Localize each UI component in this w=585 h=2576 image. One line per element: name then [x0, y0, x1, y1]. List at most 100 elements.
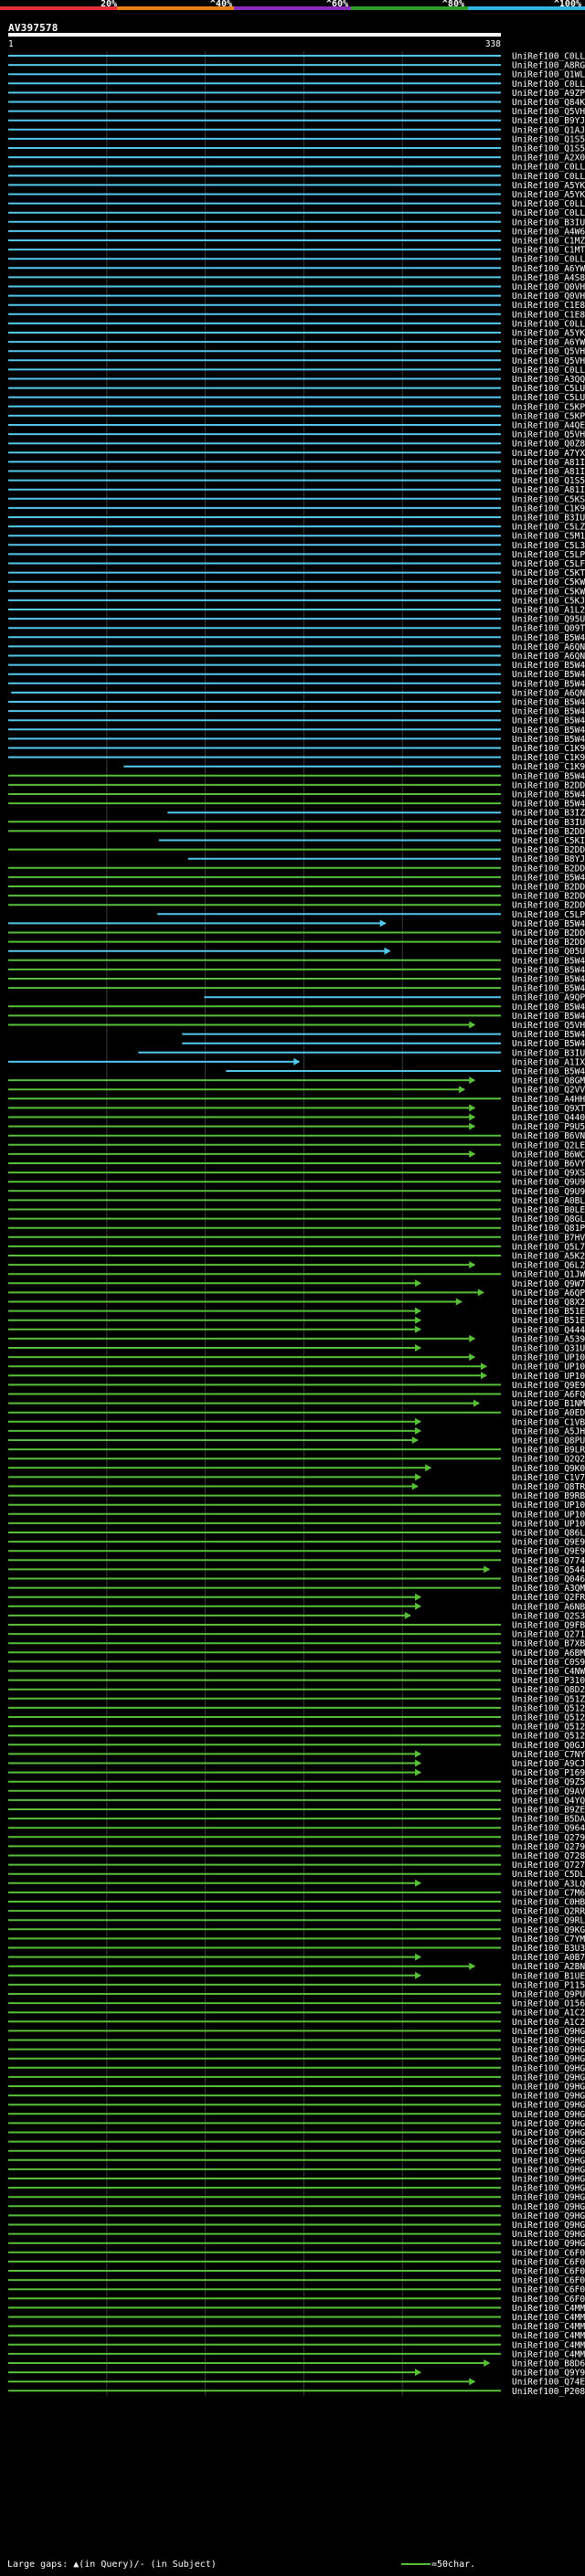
hit-label: UniRef100_A81IV9 [512, 485, 585, 495]
hit-label: UniRef100_B3IUP2 [512, 514, 585, 524]
hit-end-arrow [415, 1879, 422, 1887]
hit-label: UniRef100_Q51251 [512, 1713, 585, 1723]
hit-label: UniRef100_B1NMX0 [512, 1399, 585, 1409]
hit-end-arrow [459, 1086, 466, 1094]
hit-label: UniRef100_C5KJJ1 [512, 596, 585, 606]
hit-label: UniRef100_B5W4P2 [512, 661, 585, 671]
hit-label: UniRef100_B5W4P7 [512, 716, 585, 726]
hit-label: UniRef100_UP1000... [512, 1500, 585, 1511]
scale-segment-2 [117, 6, 234, 10]
hit-label: UniRef100_A0B7D6 [512, 1953, 585, 1963]
hit-label: UniRef100_C1V758 [512, 1473, 585, 1483]
hit-label: UniRef100_Q0VH82 [512, 282, 585, 292]
hit-label: UniRef100_B0LE19 [512, 1205, 585, 1215]
hit-label: UniRef100_A3QM01 [512, 1584, 585, 1594]
hit-label: UniRef100_Q1S5D9 [512, 144, 585, 154]
hit-label: UniRef100_Q44031 [512, 1113, 585, 1123]
hit-end-arrow [469, 1353, 476, 1362]
hit-label: UniRef100_Q2S325 [512, 1611, 585, 1621]
hit-label: UniRef100_Q27139 [512, 1630, 585, 1640]
hit-label: UniRef100_Q727U7 [512, 1860, 585, 1871]
hit-label: UniRef100_A81IV3 [512, 458, 585, 468]
hit-label: UniRef100_C1K9W9 [512, 753, 585, 763]
hit-label: UniRef100_Q9AVN0 [512, 1786, 585, 1797]
hit-label: UniRef100_Q8PUR8 [512, 1436, 585, 1447]
hit-label: UniRef100_B3IUP0 [512, 217, 585, 228]
hit-label: UniRef100_Q9HGA6 [512, 2101, 585, 2111]
hit-end-arrow [415, 1307, 422, 1315]
hit-label: UniRef100_Q728W9 [512, 1851, 585, 1861]
hit-label: UniRef100_Q9HG87 [512, 2128, 585, 2138]
hit-label: UniRef100_A5K2H7 [512, 1252, 585, 1262]
scale-segment-5 [468, 6, 585, 10]
hit-end-arrow [481, 1372, 488, 1380]
scale-tick-label: ^40% [210, 0, 232, 9]
hit-end-arrow [415, 1602, 422, 1610]
hit-label: UniRef100_Q9U9P4 [512, 1178, 585, 1188]
hit-label: UniRef100_C5LPP1 [512, 910, 585, 920]
hit-label: UniRef100_Q8GLK4 [512, 1214, 585, 1224]
hit-label: UniRef100_Q9XTU4 [512, 1104, 585, 1114]
hit-label: UniRef100_C4MM16 [512, 2340, 585, 2350]
hit-end-arrow [469, 1150, 476, 1158]
hit-label: UniRef100_A9CJ03 [512, 1759, 585, 1769]
hit-end-arrow [469, 1104, 476, 1112]
hit-label: UniRef100_Q51244 [512, 1723, 585, 1733]
hit-label: UniRef100_B2DD41 [512, 892, 585, 902]
hit-label: UniRef100_Q1S5E1 [512, 134, 585, 144]
hit-label: UniRef100_C0LL63 [512, 319, 585, 329]
hit-label: UniRef100_C5LFG2 [512, 559, 585, 569]
hit-end-arrow [469, 1334, 476, 1342]
hit-end-arrow [404, 1611, 411, 1619]
hit-label: UniRef100_Q86LK5 [512, 1529, 585, 1539]
hit-label: UniRef100_Q2VVF5 [512, 1086, 585, 1096]
hit-end-arrow [415, 1316, 422, 1324]
hit-label: UniRef100_B5W4Q0 [512, 735, 585, 745]
hit-label: UniRef100_Q9Z5W2 [512, 1777, 585, 1787]
hit-label: UniRef100_B5W4Q2 [512, 975, 585, 985]
hit-label: UniRef100_B3IUP3 [512, 1048, 585, 1058]
hit-label: UniRef100_C5KTS4 [512, 568, 585, 578]
hit-label: UniRef100_Q9HGA5 [512, 2110, 585, 2120]
hit-label: UniRef100_B2DD98 [512, 864, 585, 874]
hit-label: UniRef100_B5W4W1 [512, 633, 585, 643]
hit-label: UniRef100_A0ED70 [512, 1408, 585, 1418]
hit-label: UniRef100_B7XBY8 [512, 1639, 585, 1649]
hit-label: UniRef100_B3IZY1 [512, 809, 585, 819]
hit-label: UniRef100_Q964P1 [512, 1824, 585, 1834]
hit-label: UniRef100_B5W4P6 [512, 1067, 585, 1077]
hit-label: UniRef100_Q1S5E0 [512, 476, 585, 486]
hit-label: UniRef100_Q5VH13 [512, 1021, 585, 1031]
hit-end-arrow [415, 1971, 422, 1979]
hit-label: UniRef100_Q9HG68 [512, 2184, 585, 2194]
hit-end-arrow [469, 1962, 476, 1970]
hit-end-arrow [415, 1417, 422, 1426]
hit-label: UniRef100_C7YM56 [512, 1935, 585, 1945]
hit-label: UniRef100_C5L3Y3 [512, 541, 585, 551]
hit-label: UniRef100_B5W4P3 [512, 1039, 585, 1049]
hit-label: UniRef100_Q5VH34 [512, 107, 585, 117]
hit-label: UniRef100_C4MM18 [512, 2304, 585, 2314]
hit-label: UniRef100_C5LU37 [512, 393, 585, 403]
hit-label: UniRef100_Q31UD8 [512, 1344, 585, 1354]
hit-label: UniRef100_A0BL60 [512, 1196, 585, 1206]
hit-end-arrow [415, 1426, 422, 1435]
hit-label: UniRef100_Q9RLM1 [512, 1916, 585, 1926]
hit-label: UniRef100_Q8X2H2 [512, 1298, 585, 1308]
hit-end-arrow [477, 1288, 484, 1297]
hit-end-arrow [415, 1768, 422, 1776]
hit-label: UniRef100_C6F071 [512, 2285, 585, 2295]
alignment-canvas: UniRef100_C0LL59UniRef100_A8RG38UniRef10… [8, 51, 585, 2397]
hit-label: UniRef100_Q9E983 [512, 1547, 585, 1557]
hit-label: UniRef100_Q9HG70 [512, 2175, 585, 2185]
hit-label: UniRef100_B5DAC6 [512, 1815, 585, 1825]
hit-label: UniRef100_B5W4P0 [512, 670, 585, 680]
hit-label: UniRef100_A6FQV9 [512, 1390, 585, 1400]
hit-label: UniRef100_C5KP94 [512, 411, 585, 421]
scale-legend-text: =50char. [431, 2560, 476, 2570]
hit-label: UniRef100_C0LL61 [512, 80, 585, 90]
hit-label: UniRef100_O15600 [512, 1999, 585, 2009]
hit-label: UniRef100_Q9HGB9 [512, 2063, 585, 2073]
hit-label: UniRef100_B6WCL0 [512, 1150, 585, 1160]
hit-label: UniRef100_B5W4P4 [512, 1030, 585, 1040]
